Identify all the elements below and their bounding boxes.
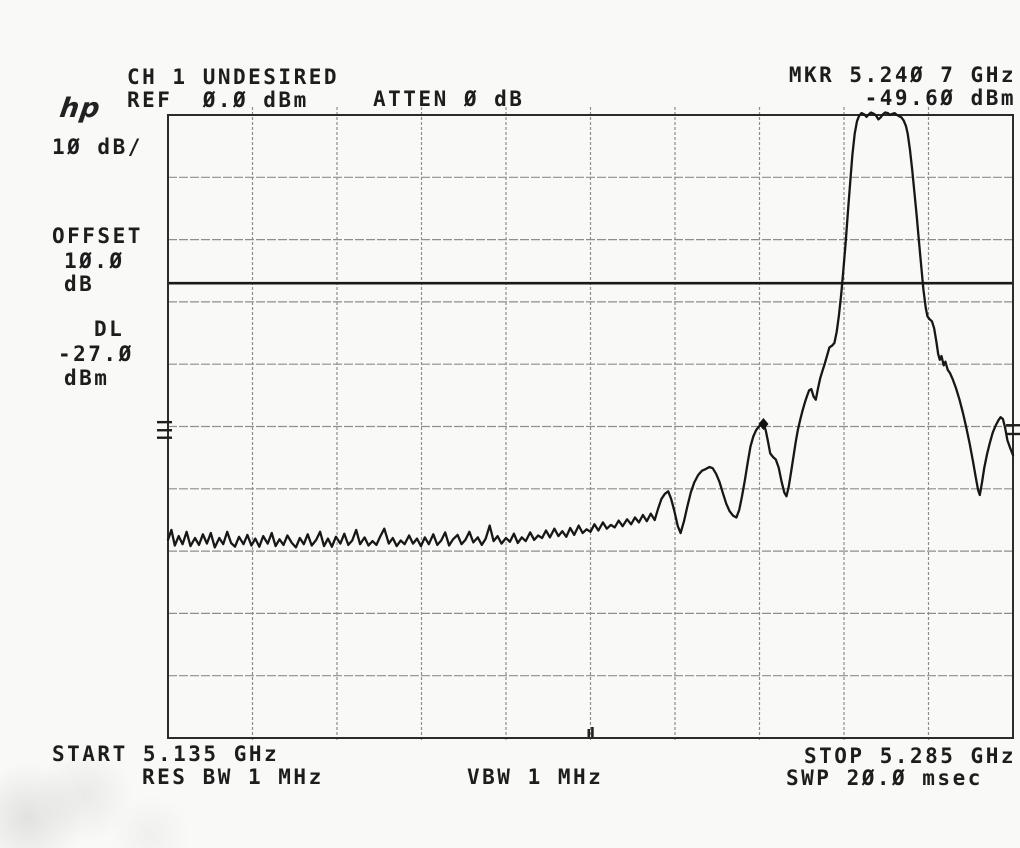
channel-title: CH 1 UNDESIRED: [127, 65, 340, 89]
bottom-center-tick: [587, 729, 591, 737]
display-line-title: DL: [94, 317, 125, 341]
offset-value: 1Ø.Ø: [64, 249, 125, 273]
bottom-center-tick: [591, 727, 594, 737]
marker-diamond: [758, 418, 769, 431]
start-frequency-label: START 5.135 GHz: [52, 742, 280, 766]
ref-level-label: REF Ø.Ø dBm: [127, 88, 309, 112]
sweep-time-label: SWP 2Ø.Ø msec: [786, 766, 983, 790]
stop-frequency-label: STOP 5.285 GHz: [803, 744, 1016, 768]
marker-frequency-readout: MKR 5.24Ø 7 GHz: [788, 63, 1016, 87]
display-line-unit: dBm: [64, 366, 110, 390]
vbw-label: VBW 1 MHz: [467, 765, 604, 789]
attenuation-label: ATTEN Ø dB: [373, 87, 525, 111]
marker-amplitude-readout: -49.6Ø dBm: [864, 86, 1016, 110]
offset-unit: dB: [64, 272, 95, 296]
hp-logo: hp: [57, 93, 103, 124]
offset-title: OFFSET: [52, 224, 143, 248]
spectrum-trace: [166, 111, 1015, 549]
res-bw-label: RES BW 1 MHz: [142, 765, 324, 789]
display-line-value: -27.Ø: [58, 342, 134, 366]
scale-per-div-label: 1Ø dB/: [52, 135, 143, 159]
graticule-frame: [167, 114, 1014, 739]
